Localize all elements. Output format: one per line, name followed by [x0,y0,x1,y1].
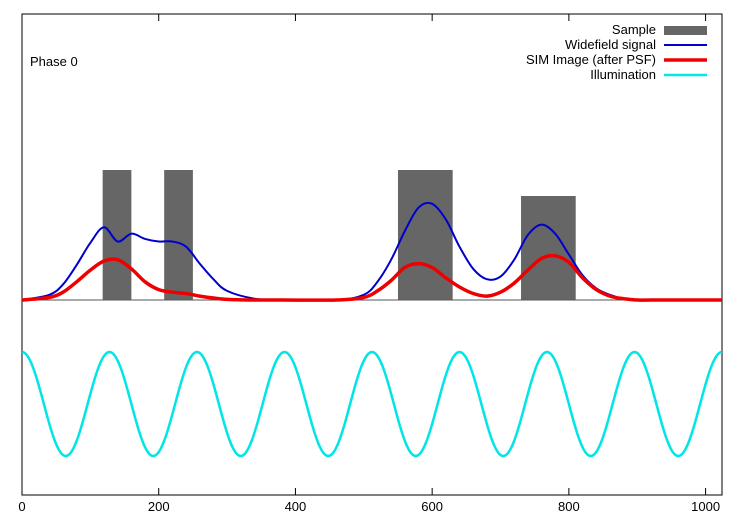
x-tick-label-1000: 1000 [691,499,720,514]
phase-annotation: Phase 0 [30,54,78,69]
curves [21,201,723,458]
sample-bars [102,170,576,300]
legend-label-4: Illumination [590,67,656,82]
x-tick-label-0: 0 [18,499,25,514]
x-tick-label-600: 600 [421,499,443,514]
plot-frame [21,13,723,496]
series-widefield-signal [21,201,722,302]
x-tick-label-400: 400 [285,499,307,514]
sample-bar-3 [397,170,453,300]
legend-label-1: Sample [612,22,656,37]
legend-label-2: Widefield signal [565,37,656,52]
series-sim-image-after-psf [21,253,722,302]
sample-bar-1 [102,170,132,300]
sample-bar-4 [521,196,576,300]
x-tick-label-200: 200 [148,499,170,514]
sample-bar-2 [164,170,193,300]
x-axis-ticks: 0 200 400 600 800 1000 [18,14,720,514]
legend-swatch-sample [664,26,707,35]
series-illumination [21,350,723,458]
legend-label-3: SIM Image (after PSF) [526,52,656,67]
x-tick-label-800: 800 [558,499,580,514]
